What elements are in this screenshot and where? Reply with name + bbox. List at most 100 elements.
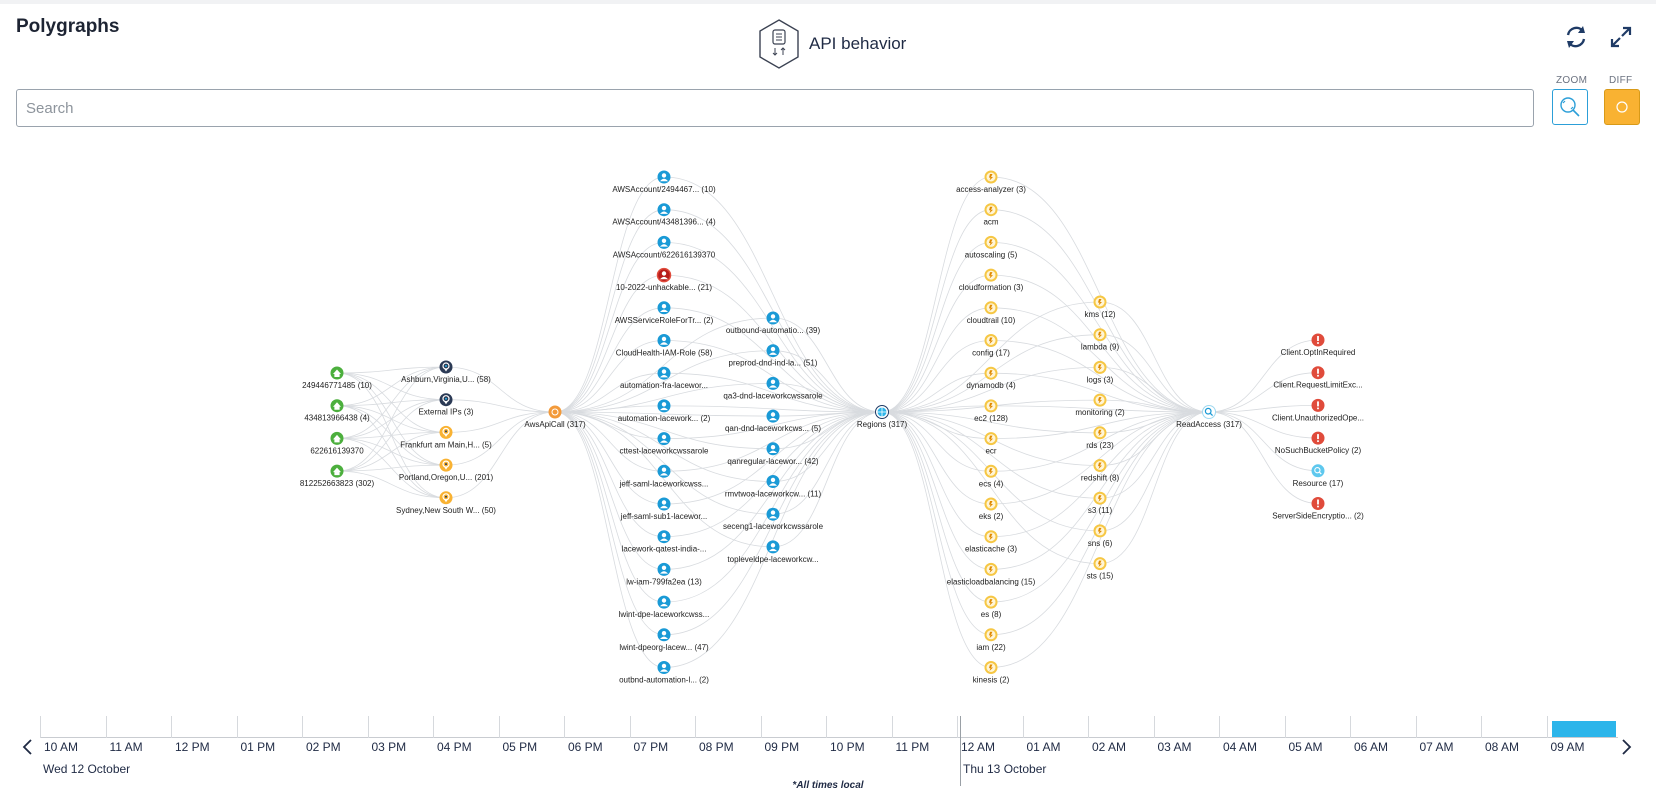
graph-node-principals-b[interactable]: topleveldpe-laceworkcw... bbox=[727, 540, 819, 564]
graph-node-services-a[interactable]: cloudformation (3) bbox=[959, 268, 1024, 293]
graph-node-accounts[interactable]: 434813966438 (4) bbox=[304, 399, 370, 423]
timeline-axis bbox=[40, 737, 1618, 738]
graph-node-services-a[interactable]: ec2 (128) bbox=[974, 399, 1008, 423]
graph-node-services-a[interactable]: elasticache (3) bbox=[965, 530, 1017, 554]
diff-button[interactable] bbox=[1604, 89, 1640, 125]
graph-node-services-b[interactable]: kms (12) bbox=[1084, 295, 1116, 320]
graph-node-services-b[interactable]: monitoring (2) bbox=[1075, 393, 1125, 418]
graph-nodes: 249446771485 (10) 434813966438 (4) 6226161… bbox=[300, 170, 1364, 685]
graph-node-errors[interactable]: Client.RequestLimitExc... bbox=[1273, 366, 1363, 390]
globe-icon bbox=[875, 405, 889, 419]
graph-node-principals-b[interactable]: seceng1-laceworkcwssarole bbox=[723, 507, 824, 532]
expand-icon[interactable] bbox=[1608, 24, 1634, 50]
chevron-left-icon[interactable] bbox=[20, 738, 36, 756]
graph-node-label: outbnd-automation-l... (2) bbox=[619, 676, 709, 685]
timeline-tick bbox=[1153, 716, 1155, 738]
graph-node-access[interactable]: ReadAccess (317) bbox=[1176, 405, 1242, 430]
graph-node-principals-a[interactable]: AWSAccount/43481396... (4) bbox=[612, 203, 716, 227]
graph-node-services-b[interactable]: rds (23) bbox=[1086, 426, 1114, 450]
graph-node-services-b[interactable]: sts (15) bbox=[1087, 557, 1114, 581]
graph-node-errors[interactable]: ServerSideEncryptio... (2) bbox=[1272, 497, 1364, 521]
graph-node-principals-a[interactable]: lacework-qatest-india-... bbox=[622, 530, 707, 554]
graph-node-principals-a[interactable]: jeff-saml-laceworkcwss... bbox=[619, 464, 709, 489]
graph-node-principals-b[interactable]: preprod-dnd-ind-la... (51) bbox=[729, 344, 818, 368]
graph-node-principals-a[interactable]: lw-iam-799fa2ea (13) bbox=[626, 562, 702, 587]
graph-node-principals-a[interactable]: automation-fra-lacewor... bbox=[620, 366, 708, 391]
graph-node-services-b[interactable]: logs (3) bbox=[1087, 360, 1114, 385]
chevron-right-icon[interactable] bbox=[1618, 738, 1634, 756]
search-input[interactable] bbox=[16, 89, 1534, 127]
graph-node-principals-a[interactable]: automation-lacework... (2) bbox=[618, 399, 711, 423]
graph-node-services-a[interactable]: config (17) bbox=[972, 334, 1010, 358]
graph-node-services-a[interactable]: kinesis (2) bbox=[973, 661, 1010, 685]
graph-edge bbox=[445, 411, 556, 499]
graph-node-principals-a[interactable]: lwint-dpeorg-lacew... (47) bbox=[619, 628, 709, 652]
graph-node-label: acm bbox=[983, 218, 998, 227]
timeline[interactable]: 10 AM 11 AM 12 PM 01 PM 02 PM 03 PM 04 PM 05 PM… bbox=[0, 708, 1656, 801]
graph-node-services-a[interactable]: access-analyzer (3) bbox=[956, 170, 1026, 195]
graph-node-services-b[interactable]: redshift (8) bbox=[1081, 459, 1120, 483]
graph-node-services-a[interactable]: acm bbox=[983, 203, 999, 227]
graph-node-principals-a[interactable]: 10-2022-unhackable... (21) bbox=[616, 267, 712, 293]
graph-node-principals-a[interactable]: lwint-dpe-laceworkcwss... bbox=[619, 595, 710, 620]
graph-node-principals-b[interactable]: qa3-dnd-laceworkcwssarole bbox=[723, 376, 823, 401]
graph-node-services-a[interactable]: dynamodb (4) bbox=[966, 366, 1016, 391]
graph-edge bbox=[1208, 411, 1319, 439]
graph-node-principals-a[interactable]: CloudHealth-IAM-Role (58) bbox=[616, 334, 713, 358]
graph-node-services-a[interactable]: ecr bbox=[984, 432, 998, 456]
service-icon bbox=[1093, 360, 1107, 374]
timeline-hour-label: 06 PM bbox=[568, 740, 603, 754]
timeline-hour-label: 08 PM bbox=[699, 740, 734, 754]
graph-node-principals-a[interactable]: outbnd-automation-l... (2) bbox=[619, 661, 709, 685]
graph-node-services-b[interactable]: s3 (11) bbox=[1088, 491, 1113, 516]
graph-edge bbox=[445, 411, 556, 433]
graph-node-label: redshift (8) bbox=[1081, 474, 1120, 483]
service-icon bbox=[1093, 491, 1107, 505]
graph-node-errors[interactable]: Client.OptInRequired bbox=[1281, 333, 1356, 358]
graph-node-services-a[interactable]: es (8) bbox=[981, 595, 1002, 620]
graph-node-principals-b[interactable]: outbound-automatio... (39) bbox=[726, 311, 821, 336]
graph-node-api-call[interactable]: AwsApiCall (317) bbox=[524, 405, 586, 430]
graph-node-principals-a[interactable]: cttest-laceworkcwssarole bbox=[620, 432, 709, 456]
graph-node-locations[interactable]: Portland,Oregon,U... (201) bbox=[399, 458, 494, 483]
polygraph-canvas[interactable]: 249446771485 (10) 434813966438 (4) 6226161… bbox=[0, 150, 1656, 695]
graph-node-services-a[interactable]: cloudtrail (10) bbox=[967, 301, 1016, 325]
graph-edge bbox=[881, 209, 992, 413]
refresh-icon[interactable] bbox=[1563, 24, 1589, 50]
graph-node-accounts[interactable]: 812252663823 (302) bbox=[300, 464, 375, 489]
user-icon bbox=[657, 366, 671, 380]
graph-node-regions[interactable]: Regions (317) bbox=[857, 405, 908, 430]
graph-node-services-b[interactable]: sns (6) bbox=[1088, 524, 1113, 548]
zoom-button[interactable] bbox=[1552, 89, 1588, 125]
graph-node-principals-b[interactable]: qanregular-lacewor... (42) bbox=[727, 442, 819, 466]
user-icon bbox=[657, 334, 671, 347]
graph-node-services-a[interactable]: ecs (4) bbox=[979, 464, 1004, 489]
graph-node-principals-b[interactable]: rmvtwoa-laceworkcw... (11) bbox=[725, 475, 822, 499]
graph-node-locations[interactable]: External IPs (3) bbox=[418, 393, 474, 417]
graph-node-errors[interactable]: NoSuchBucketPolicy (2) bbox=[1275, 431, 1362, 456]
graph-node-accounts[interactable]: 622616139370 bbox=[310, 431, 364, 456]
service-icon bbox=[984, 399, 998, 413]
graph-node-services-b[interactable]: lambda (9) bbox=[1081, 328, 1120, 352]
graph-node-principals-b[interactable]: qan-dnd-laceworkcws... (5) bbox=[725, 409, 821, 434]
graph-node-locations[interactable]: Frankfurt am Main,H... (5) bbox=[400, 425, 492, 450]
graph-node-services-a[interactable]: eks (2) bbox=[979, 497, 1004, 522]
graph-node-errors[interactable]: Resource (17) bbox=[1293, 464, 1344, 488]
graph-edge bbox=[1208, 372, 1319, 413]
graph-node-services-a[interactable]: elasticloadbalancing (15) bbox=[947, 562, 1036, 587]
graph-node-principals-a[interactable]: jeff-saml-sub1-lacewor... bbox=[620, 497, 708, 522]
graph-node-locations[interactable]: Sydney,New South W... (50) bbox=[396, 491, 496, 515]
graph-node-label: ReadAccess (317) bbox=[1176, 420, 1242, 429]
graph-edge bbox=[554, 411, 774, 548]
graph-node-services-a[interactable]: iam (22) bbox=[976, 628, 1006, 652]
graph-node-services-a[interactable]: autoscaling (5) bbox=[965, 235, 1018, 260]
graph-edge bbox=[663, 411, 883, 570]
timeline-selected-range[interactable] bbox=[1552, 721, 1616, 737]
graph-node-accounts[interactable]: 249446771485 (10) bbox=[302, 366, 372, 391]
graph-node-locations[interactable]: Ashburn,Virginia,U... (58) bbox=[401, 360, 491, 385]
graph-node-principals-a[interactable]: AWSAccount/622616139370 bbox=[613, 235, 716, 260]
graph-node-principals-a[interactable]: AWSAccount/2494467... (10) bbox=[612, 170, 716, 195]
graph-node-errors[interactable]: Client.UnauthorizedOpe... bbox=[1272, 398, 1364, 423]
service-icon bbox=[984, 366, 998, 380]
graph-node-principals-a[interactable]: AWSServiceRoleForTr... (2) bbox=[615, 301, 714, 325]
